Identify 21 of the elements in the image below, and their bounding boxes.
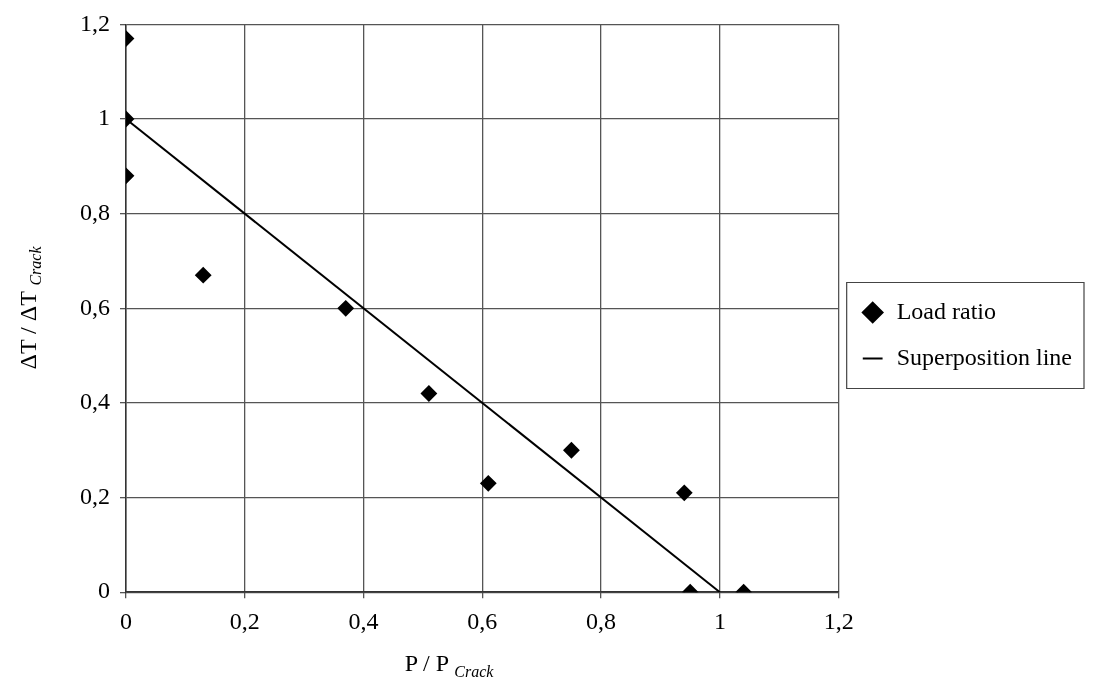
x-axis-title: P / P $_{Crack}$ [404,650,494,681]
point [676,484,693,501]
y-tick-label: 0,6 [80,293,110,320]
x-tick-label: 1 [713,607,726,634]
x-tick-label: 0,2 [229,607,260,634]
legend-label: Load ratio [896,297,996,324]
y-tick-label: 0,2 [80,482,110,509]
y-tick-label: 1 [98,104,110,131]
y-tick-label: 0,4 [80,388,110,415]
y-tick-label: 0,8 [80,198,110,225]
point [563,442,580,459]
point [480,475,497,492]
y-tick-label: 1,2 [80,9,110,36]
x-tick-label: 0 [120,607,132,634]
point [420,385,437,402]
x-tick-label: 0,8 [586,607,617,634]
x-tick-label: 0,6 [467,607,498,634]
x-tick-label: 0,4 [348,607,379,634]
x-tick-label: 1,2 [823,607,854,634]
y-tick-label: 0 [98,577,110,604]
legend-label: Superposition line [896,343,1072,370]
